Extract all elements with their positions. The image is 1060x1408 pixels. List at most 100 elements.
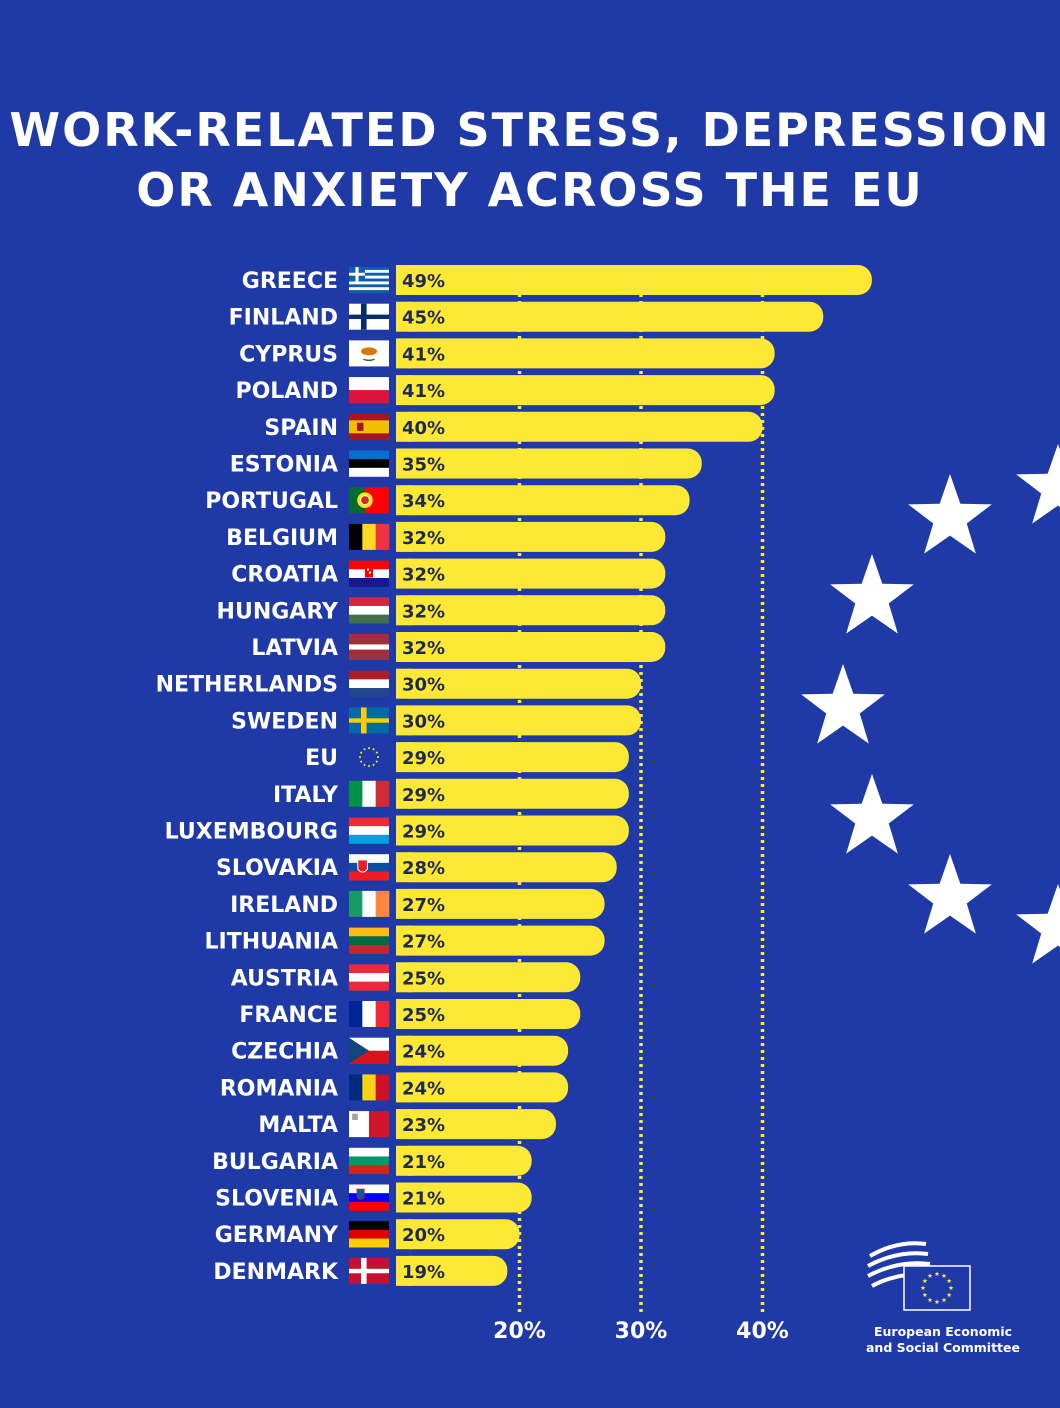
bar-row-luxembourg: 29% LUXEMBOURG [165,815,629,846]
flag-italy-icon [349,780,390,807]
value-label: 28% [402,858,445,879]
bar-croatia [396,558,666,589]
country-label: LATVIA [251,636,338,661]
bar-row-malta: 23% MALTA [258,1109,556,1140]
bar-row-romania: 24% ROMANIA [220,1072,569,1103]
bar-row-bulgaria: 21% BULGARIA [212,1145,532,1176]
tick-label: 30% [615,1319,668,1344]
bar-latvia [396,632,666,662]
bar-row-poland: 41% POLAND [235,375,775,406]
flag-portugal-icon [349,487,389,514]
bar-estonia [396,448,702,479]
decor-star-1 [908,474,992,554]
title-line-1: WORK-RELATED STRESS, DEPRESSION [9,103,1051,157]
bar-greece [396,265,872,295]
bar-row-france: 25% FRANCE [239,999,581,1029]
logo-line-2: and Social Committee [866,1340,1020,1355]
value-label: 41% [402,344,445,365]
flag-latvia-icon [349,634,389,660]
country-label: SLOVENIA [215,1187,338,1212]
flag-spain-icon [349,413,389,440]
value-label: 35% [402,455,445,476]
country-label: CZECHIA [231,1040,338,1065]
flag-netherlands-icon [349,670,389,697]
country-label: SLOVAKIA [216,856,338,881]
value-label: 40% [402,418,445,439]
value-label: 49% [402,271,445,292]
country-label: POLAND [235,379,338,404]
value-label: 30% [402,711,445,732]
flag-belgium-icon [349,523,390,550]
bar-slovenia [396,1182,532,1213]
flag-croatia-icon [349,560,389,587]
bar-poland [396,375,775,406]
bar-row-czechia: 24% CZECHIA [231,1035,569,1066]
bar-germany [396,1219,520,1250]
flag-slovakia-icon [349,854,389,881]
country-label: DENMARK [213,1260,339,1285]
country-label: NETHERLANDS [156,673,338,698]
bar-row-portugal: 34% PORTUGAL [205,485,690,516]
country-label: LUXEMBOURG [165,820,338,845]
country-label: BELGIUM [226,526,338,551]
bar-netherlands [396,668,641,699]
bar-row-croatia: 32% CROATIA [231,558,666,589]
decor-star-3 [801,664,885,744]
bar-row-denmark: 19% DENMARK [213,1255,508,1286]
country-label: ROMANIA [220,1076,338,1101]
decor-star-4 [830,774,914,854]
value-label: 24% [402,1078,445,1099]
x-axis-ticks: 20% 30% 40% [493,1319,789,1344]
bar-italy [396,778,629,809]
bar-austria [396,962,581,993]
bar-portugal [396,485,690,516]
bar-row-greece: 49% GREECE [242,265,872,295]
bar-row-slovakia: 28% SLOVAKIA [216,852,617,883]
eu-stars-decoration [801,444,1060,964]
country-label: SWEDEN [231,709,338,734]
value-label: 41% [402,381,445,402]
eesc-logo: European Economic and Social Committee [858,1236,1028,1356]
flag-germany-icon [349,1221,389,1248]
bar-row-eu: 29% EU [305,742,629,773]
bar-luxembourg [396,815,629,846]
eu-stars-icon [359,747,379,768]
value-label: 32% [402,528,445,549]
bar-row-germany: 20% GERMANY [215,1219,520,1250]
value-label: 29% [402,748,445,769]
flag-bulgaria-icon [349,1147,389,1175]
country-label: EU [305,746,338,771]
flag-cyprus-icon [349,340,389,367]
logo-line-1: European Economic [873,1324,1013,1339]
flag-lithuania-icon [349,927,389,954]
bar-rows: 49% GREECE 45% FINLAND 41% CYPRUS 41% POLAND 40%… [156,265,872,1286]
bar-row-belgium: 32% BELGIUM [226,521,666,552]
country-label: ESTONIA [230,453,338,478]
bar-finland [396,301,824,332]
eesc-emblem-icon [867,1241,971,1311]
country-label: FINLAND [229,306,338,331]
flag-denmark-icon [349,1257,389,1284]
country-label: BULGARIA [212,1150,338,1175]
country-label: GERMANY [215,1223,339,1248]
flag-austria-icon [349,964,389,991]
flag-czechia-icon [349,1037,389,1064]
decor-star-6 [1016,444,1060,524]
bar-czechia [396,1035,569,1066]
country-label: FRANCE [239,1003,338,1028]
flag-luxembourg-icon [349,817,389,844]
bar-malta [396,1109,556,1140]
bar-bulgaria [396,1145,532,1176]
value-label: 19% [402,1262,445,1283]
bar-row-sweden: 30% SWEDEN [231,705,641,736]
bar-hungary [396,595,666,626]
flag-ireland-icon [349,890,390,917]
flag-slovenia-icon [349,1184,389,1211]
bar-denmark [396,1255,508,1286]
country-label: ITALY [273,783,339,808]
bar-belgium [396,521,666,552]
bar-cyprus [396,338,775,369]
value-label: 21% [402,1152,445,1173]
country-label: SPAIN [264,416,338,441]
